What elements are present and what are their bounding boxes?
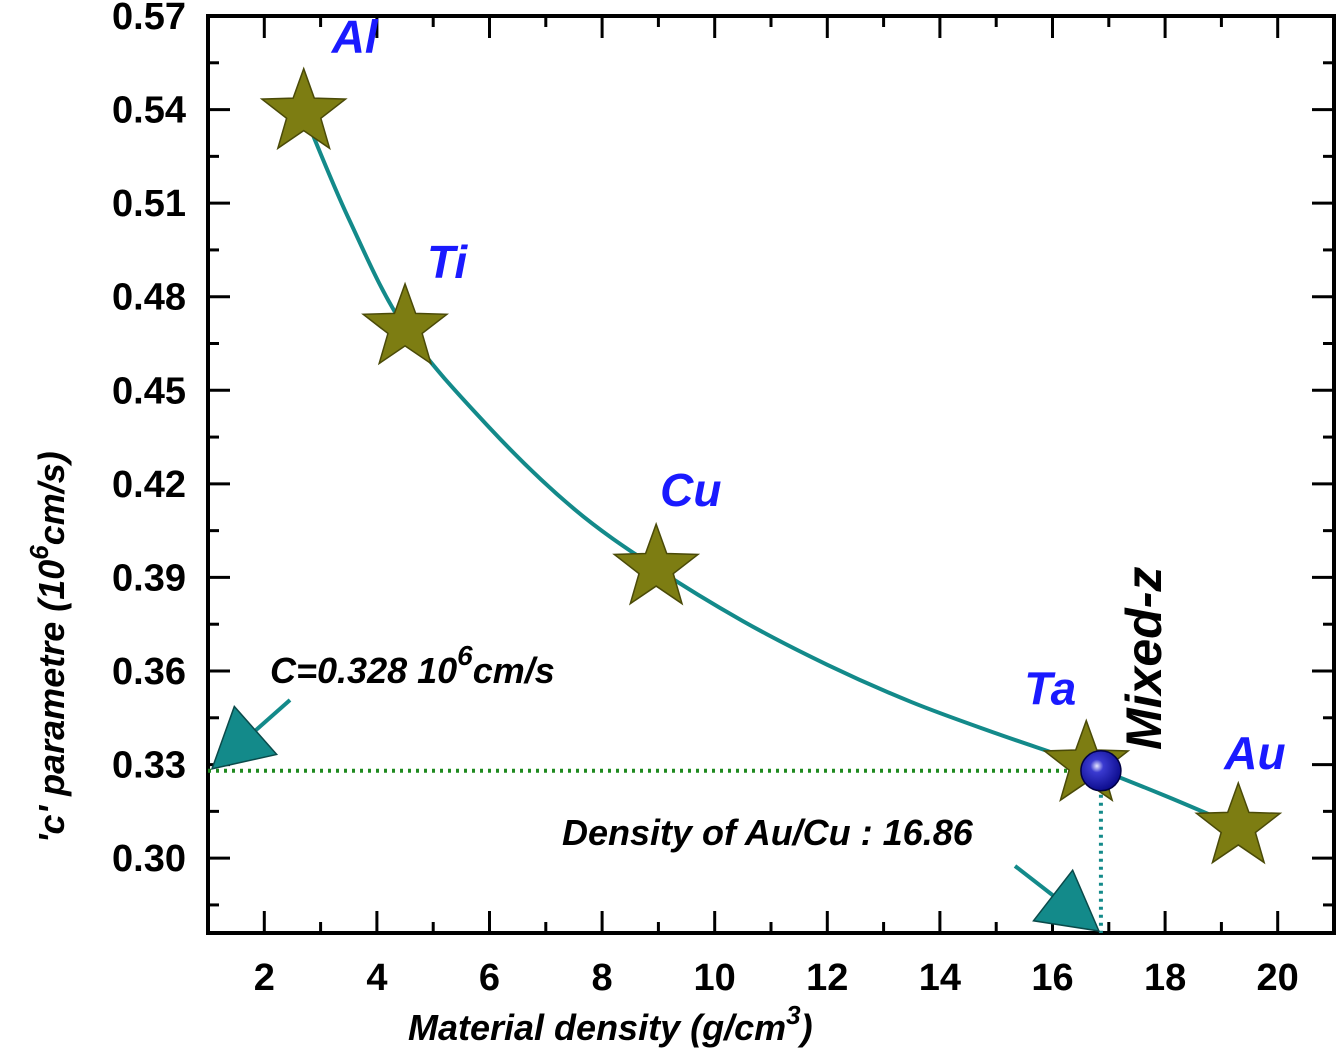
y-tick-label: 0.39	[112, 557, 186, 599]
c-value-arrow-head	[210, 704, 279, 770]
y-tick-label: 0.51	[112, 183, 186, 225]
x-tick-label: 12	[806, 957, 848, 999]
y-tick-label: 0.42	[112, 464, 186, 506]
x-tick-label: 14	[919, 957, 961, 999]
y-tick-label: 0.33	[112, 745, 186, 787]
point-label: Ti	[427, 236, 468, 288]
density-arrow-head	[1032, 868, 1101, 932]
star-marker	[361, 281, 450, 366]
y-tick-label: 0.36	[112, 651, 186, 693]
density-annotation: Density of Au/Cu : 16.86	[562, 812, 974, 853]
y-tick-label: 0.57	[112, 0, 186, 38]
x-tick-label: 20	[1257, 957, 1299, 999]
mixed-z-marker	[1080, 750, 1122, 792]
point-label: Ta	[1024, 663, 1076, 715]
fit-curve-group	[301, 111, 1240, 829]
x-tick-label: 6	[479, 957, 500, 999]
c-value-arrow-shaft	[254, 698, 292, 732]
c-value-annotation: C=0.328 106cm/s	[270, 640, 555, 691]
labels-group: Material density (g/cm3) 'c' parametre (…	[24, 11, 1286, 1048]
x-tick-label: 8	[592, 957, 613, 999]
x-tick-label: 4	[366, 957, 387, 999]
star-marker	[612, 521, 701, 606]
y-tick-label: 0.54	[112, 90, 186, 132]
star-marker	[259, 66, 348, 151]
x-tick-label: 16	[1031, 957, 1073, 999]
y-tick-label: 0.45	[112, 370, 186, 412]
fit-curve	[301, 111, 1240, 829]
guide-lines-group	[208, 698, 1103, 933]
point-label: Au	[1223, 727, 1285, 779]
star-marker	[1194, 780, 1283, 865]
x-axis-title: Material density (g/cm3)	[408, 1000, 813, 1048]
density-arrow-shaft	[1013, 864, 1055, 898]
point-label: Cu	[660, 464, 721, 516]
y-tick-label: 0.48	[112, 277, 186, 319]
y-tick-label: 0.30	[112, 838, 186, 880]
markers-group	[259, 66, 1283, 865]
axes-frame-group: 2 4 6 8 10 12 14 16 18 20 0.30 0.33 0.36 0.39 0.42 0.45…	[112, 0, 1336, 999]
mixed-z-label: Mixed-z	[1116, 567, 1172, 750]
y-axis-title: 'c' parametre (106cm/s)	[24, 451, 72, 843]
point-label: Al	[331, 11, 379, 63]
x-tick-label: 10	[694, 957, 736, 999]
x-tick-label: 18	[1144, 957, 1186, 999]
x-tick-label: 2	[254, 957, 275, 999]
